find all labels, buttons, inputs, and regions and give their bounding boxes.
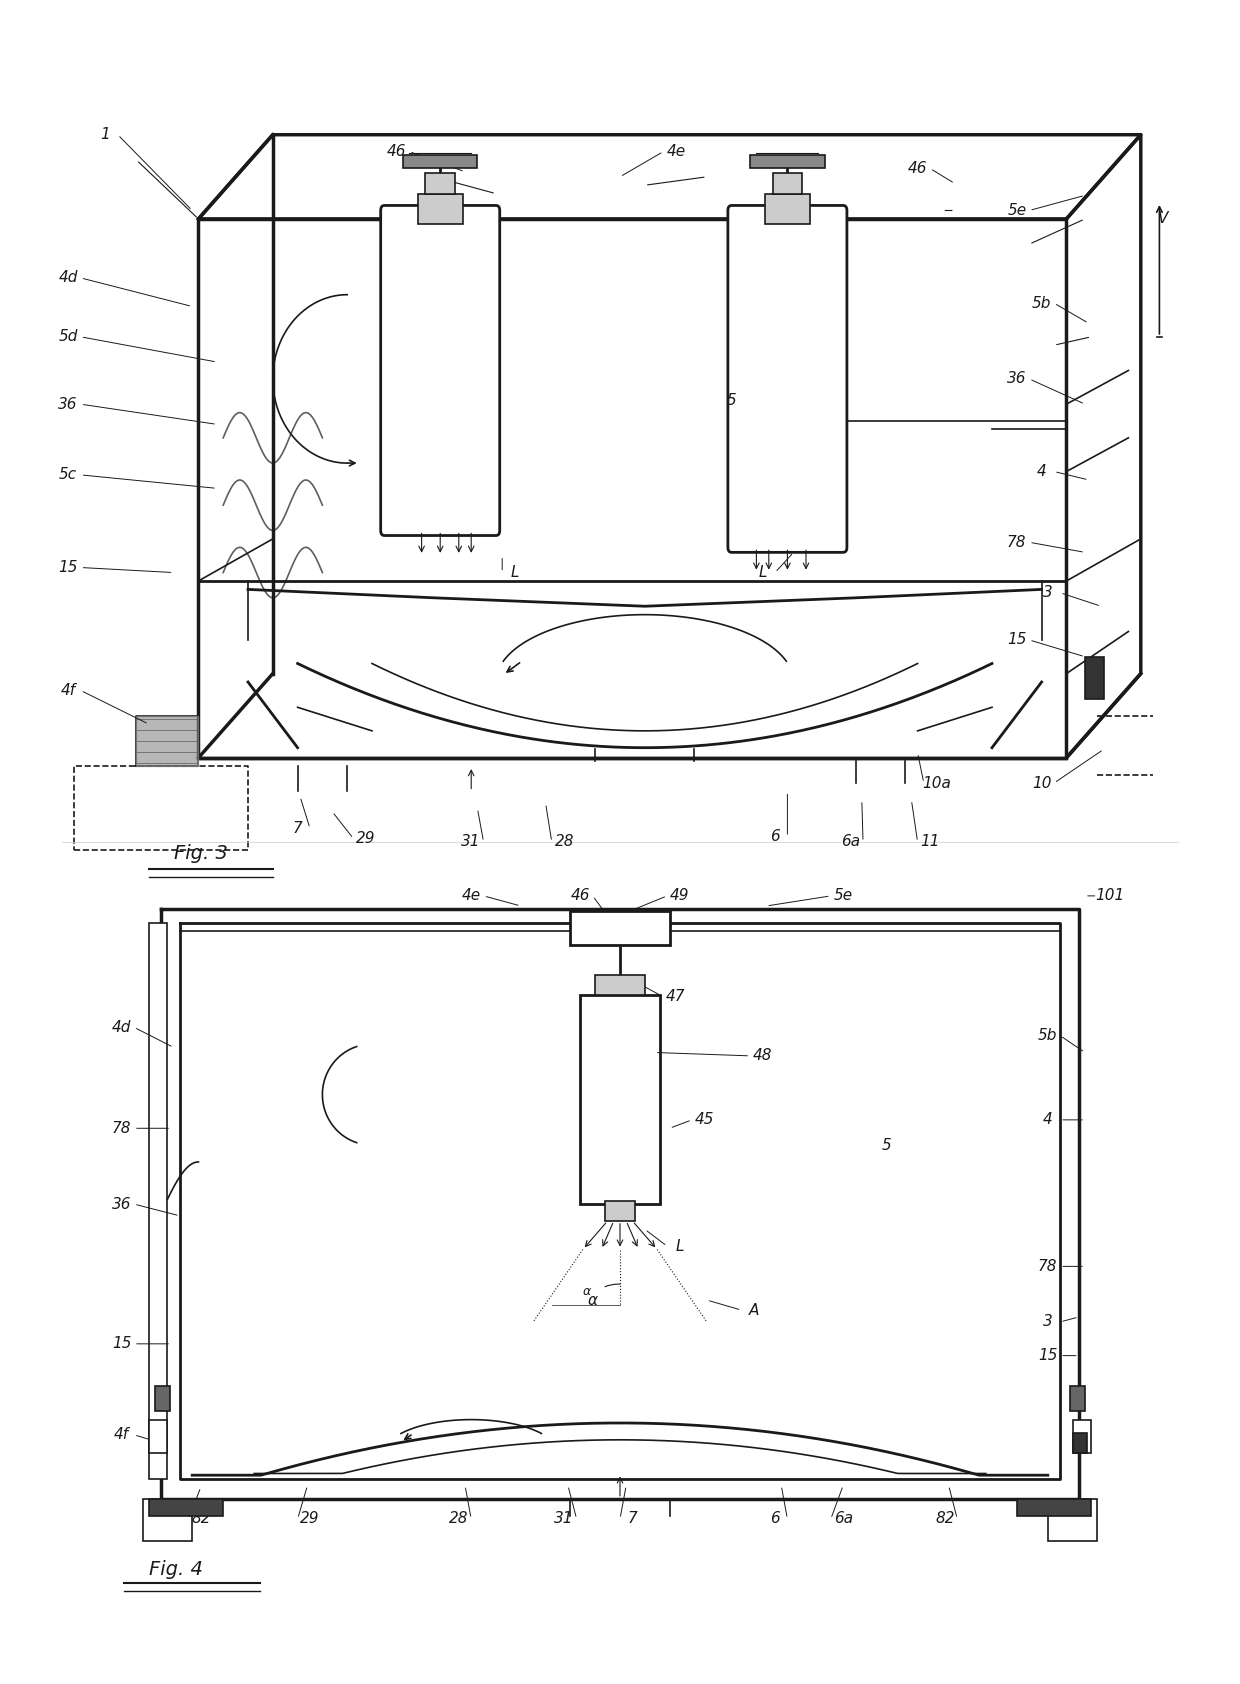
Text: 101: 101	[1095, 889, 1125, 903]
Text: α: α	[583, 1285, 591, 1298]
Text: L: L	[759, 566, 766, 579]
Text: 7: 7	[627, 1512, 637, 1526]
Text: α: α	[588, 1293, 598, 1307]
Bar	[1017, 1499, 1091, 1516]
Text: A: A	[749, 1303, 759, 1317]
Text: 4e: 4e	[666, 145, 686, 158]
Bar	[1048, 1499, 1097, 1541]
Text: 3: 3	[1043, 1315, 1053, 1329]
Text: 5c: 5c	[60, 468, 77, 482]
Text: 28: 28	[449, 1512, 469, 1526]
Bar	[1073, 1433, 1087, 1453]
Bar	[580, 995, 660, 1204]
Text: 4: 4	[1043, 1113, 1053, 1127]
Text: 5: 5	[727, 394, 737, 408]
Text: 5e: 5e	[833, 889, 853, 903]
Bar	[425, 173, 455, 194]
Bar	[773, 173, 802, 194]
Text: 5e: 5e	[1007, 204, 1027, 217]
Text: 29: 29	[356, 832, 376, 845]
Bar	[570, 911, 670, 945]
Text: 82: 82	[191, 1512, 211, 1526]
Text: 5: 5	[882, 1138, 892, 1152]
Bar	[149, 1420, 167, 1453]
Text: 4f: 4f	[114, 1428, 129, 1442]
Text: 3: 3	[1043, 586, 1053, 600]
Text: 5d: 5d	[58, 330, 78, 344]
Text: L: L	[511, 566, 518, 579]
Text: 36: 36	[1007, 372, 1027, 386]
Text: 15: 15	[1007, 633, 1027, 647]
Text: 5b: 5b	[1032, 296, 1052, 310]
Text: 6: 6	[770, 830, 780, 844]
Bar	[750, 155, 825, 168]
Text: 10a: 10a	[921, 776, 951, 790]
Text: 82: 82	[935, 1512, 955, 1526]
Text: 6a: 6a	[833, 1512, 853, 1526]
Text: 7: 7	[293, 822, 303, 835]
Text: 45: 45	[694, 1113, 714, 1127]
Text: Fig. 4: Fig. 4	[149, 1559, 202, 1578]
Text: 4f: 4f	[61, 684, 76, 697]
Text: 47: 47	[666, 990, 686, 1004]
Text: 31: 31	[554, 1512, 574, 1526]
Bar	[595, 975, 645, 995]
Text: 4d: 4d	[112, 1021, 131, 1034]
Text: 11: 11	[920, 835, 940, 849]
Text: 4d: 4d	[58, 271, 78, 285]
Text: 1: 1	[100, 128, 110, 141]
Text: 46: 46	[908, 162, 928, 175]
Text: 78: 78	[112, 1122, 131, 1135]
Bar	[1073, 1420, 1091, 1453]
Text: V: V	[1158, 212, 1168, 226]
Text: 15: 15	[58, 561, 78, 574]
Text: 36: 36	[58, 397, 78, 411]
Text: 78: 78	[1007, 536, 1027, 549]
Bar	[149, 1499, 223, 1516]
Text: 31: 31	[461, 835, 481, 849]
FancyBboxPatch shape	[728, 205, 847, 552]
Bar	[143, 1499, 192, 1541]
Text: 15: 15	[112, 1337, 131, 1351]
Text: 46: 46	[570, 889, 590, 903]
Text: L: L	[676, 1239, 683, 1253]
Text: 4: 4	[1037, 465, 1047, 478]
Bar	[1070, 1386, 1085, 1411]
Text: 36: 36	[112, 1197, 131, 1211]
Text: 29: 29	[300, 1512, 320, 1526]
Bar	[418, 194, 463, 224]
Text: 48: 48	[753, 1049, 773, 1063]
Bar	[155, 1386, 170, 1411]
Text: 4e: 4e	[461, 889, 481, 903]
Text: 10: 10	[1032, 776, 1052, 790]
Text: Fig. 3: Fig. 3	[174, 844, 227, 862]
Bar	[765, 194, 810, 224]
Text: 5b: 5b	[1038, 1029, 1058, 1042]
Text: 78: 78	[1038, 1260, 1058, 1273]
Text: 6a: 6a	[841, 835, 861, 849]
Bar	[1085, 657, 1104, 699]
Polygon shape	[136, 716, 198, 766]
Bar	[149, 923, 167, 1479]
Bar	[605, 1201, 635, 1221]
Bar	[403, 155, 477, 168]
FancyBboxPatch shape	[381, 205, 500, 536]
Text: 15: 15	[1038, 1349, 1058, 1362]
Text: 49: 49	[670, 889, 689, 903]
Text: 6: 6	[770, 1512, 780, 1526]
Text: 28: 28	[554, 835, 574, 849]
Text: 46: 46	[387, 145, 407, 158]
